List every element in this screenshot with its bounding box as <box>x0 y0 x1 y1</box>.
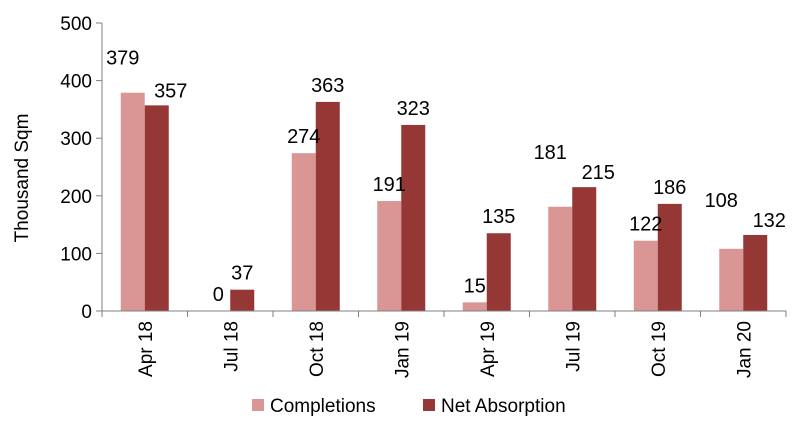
data-label-net-absorption-oct-19: 186 <box>653 177 686 199</box>
y-tick-label: 100 <box>60 244 92 265</box>
data-label-completions-oct-19: 122 <box>629 214 662 236</box>
data-label-completions-jul-19: 181 <box>534 142 567 164</box>
data-label-completions-jan-20: 108 <box>705 190 738 212</box>
legend-swatch-completions <box>252 399 264 411</box>
data-label-completions-apr-19: 15 <box>464 275 486 297</box>
x-tick-label-jul-18: Jul 18 <box>221 321 242 372</box>
bar-net-absorption-jan-19 <box>401 124 426 312</box>
bar-completions-jan-20 <box>719 248 744 311</box>
data-label-net-absorption-jul-18: 37 <box>231 263 253 285</box>
bar-completions-jul-19 <box>548 206 573 311</box>
x-axis-ticks: Apr 18 Jul 18 Oct 18 Jan 19 Apr 19 Jul 19 Oct … <box>101 311 787 378</box>
bar-net-absorption-jul-19 <box>572 187 597 311</box>
bar-net-absorption-apr-18 <box>144 105 169 311</box>
legend-swatch-net-absorption <box>423 399 435 411</box>
x-tick-label-oct-19: Oct 19 <box>649 321 670 377</box>
y-tick-label: 500 <box>60 14 92 35</box>
bar-completions-oct-19 <box>633 240 658 311</box>
data-label-net-absorption-jul-19: 215 <box>582 162 615 184</box>
data-label-net-absorption-apr-19: 135 <box>482 206 515 228</box>
bar-net-absorption-oct-19 <box>657 203 682 311</box>
x-tick-label-jul-19: Jul 19 <box>563 321 584 372</box>
data-label-net-absorption-apr-18: 357 <box>154 80 187 102</box>
data-label-completions-jul-18: 0 <box>213 284 224 306</box>
bar-completions-oct-18 <box>291 153 316 311</box>
data-label-completions-jan-19: 191 <box>373 174 406 196</box>
x-tick-label-apr-19: Apr 19 <box>478 321 499 377</box>
data-label-net-absorption-oct-18: 363 <box>311 75 344 97</box>
y-tick-label: 400 <box>60 72 92 93</box>
bar-net-absorption-jan-20 <box>743 234 768 311</box>
legend-label-net-absorption: Net Absorption <box>441 396 566 417</box>
legend-label-completions: Completions <box>270 396 376 417</box>
x-tick-label-jan-19: Jan 19 <box>392 321 413 378</box>
data-label-net-absorption-jan-19: 323 <box>397 98 430 120</box>
bar-completions-apr-18 <box>120 92 145 311</box>
bar-completions-jan-19 <box>377 200 402 311</box>
x-tick-label-oct-18: Oct 18 <box>307 321 328 377</box>
bar-net-absorption-apr-19 <box>486 233 511 311</box>
y-tick-label: 0 <box>81 302 92 323</box>
x-tick-label-apr-18: Apr 18 <box>136 321 157 377</box>
x-tick-label-jan-20: Jan 20 <box>734 321 755 378</box>
data-label-completions-apr-18: 379 <box>106 48 139 70</box>
data-label-completions-oct-18: 274 <box>287 126 320 148</box>
legend: Completions Net Absorption <box>252 396 566 417</box>
bar-net-absorption-jul-18 <box>230 289 255 311</box>
y-tick-label: 200 <box>60 187 92 208</box>
data-label-net-absorption-jan-20: 132 <box>753 210 786 232</box>
data-labels: 379 0 274 191 15 181 122 108 357 37 363 323 135 215 18… <box>106 48 786 306</box>
y-axis-ticks: 0 100 200 300 400 500 <box>60 14 102 323</box>
bar-net-absorption-oct-18 <box>315 101 340 311</box>
y-tick-label: 300 <box>60 129 92 150</box>
bars <box>120 92 768 312</box>
y-axis-title: Thousand Sqm <box>12 114 33 243</box>
bar-completions-apr-19 <box>462 302 487 311</box>
